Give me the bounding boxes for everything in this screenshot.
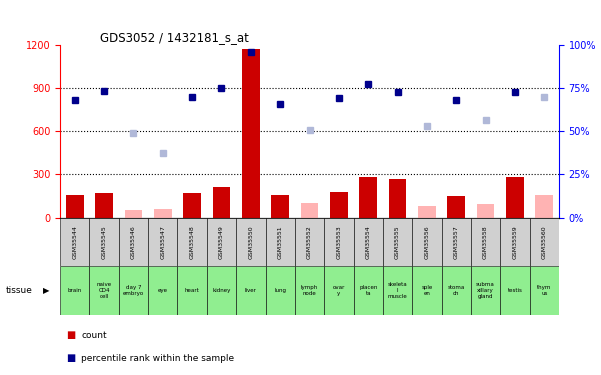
Bar <box>330 192 347 217</box>
Text: GSM35557: GSM35557 <box>454 225 459 259</box>
Bar <box>154 209 172 218</box>
Bar <box>213 188 230 218</box>
Bar <box>300 203 319 217</box>
Text: lymph
node: lymph node <box>301 285 318 296</box>
Bar <box>353 217 383 266</box>
Bar <box>124 210 142 218</box>
Bar <box>324 266 353 315</box>
Bar <box>359 177 377 218</box>
Text: day 7
embryо: day 7 embryо <box>123 285 144 296</box>
Bar <box>389 179 406 218</box>
Bar <box>242 50 260 217</box>
Text: GSM35556: GSM35556 <box>424 225 429 259</box>
Bar <box>119 217 148 266</box>
Bar <box>412 266 442 315</box>
Bar <box>90 266 119 315</box>
Text: GDS3052 / 1432181_s_at: GDS3052 / 1432181_s_at <box>100 31 249 44</box>
Text: subma
xillary
gland: subma xillary gland <box>476 282 495 299</box>
Text: kidney: kidney <box>212 288 231 293</box>
Text: GSM35551: GSM35551 <box>278 225 282 259</box>
Text: GSM35560: GSM35560 <box>542 225 547 259</box>
Bar <box>529 217 559 266</box>
Bar <box>183 193 201 217</box>
Bar <box>60 266 90 315</box>
Bar <box>119 266 148 315</box>
Bar <box>383 217 412 266</box>
Bar <box>500 266 529 315</box>
Bar <box>295 266 324 315</box>
Text: liver: liver <box>245 288 257 293</box>
Text: thym
us: thym us <box>537 285 552 296</box>
Bar <box>148 266 177 315</box>
Bar <box>236 266 266 315</box>
Text: GSM35547: GSM35547 <box>160 225 165 259</box>
Text: GSM35555: GSM35555 <box>395 225 400 259</box>
Text: count: count <box>81 331 107 340</box>
Text: GSM35559: GSM35559 <box>513 225 517 259</box>
Text: GSM35549: GSM35549 <box>219 225 224 259</box>
Bar <box>207 217 236 266</box>
Bar <box>90 217 119 266</box>
Bar <box>471 266 500 315</box>
Bar <box>177 217 207 266</box>
Bar <box>295 217 324 266</box>
Text: testis: testis <box>507 288 522 293</box>
Bar <box>96 193 113 217</box>
Text: stoma
ch: stoma ch <box>448 285 465 296</box>
Bar <box>535 195 553 217</box>
Bar <box>529 266 559 315</box>
Bar <box>236 217 266 266</box>
Text: lung: lung <box>274 288 286 293</box>
Text: GSM35554: GSM35554 <box>365 225 371 259</box>
Bar <box>442 266 471 315</box>
Bar <box>272 195 289 217</box>
Bar <box>418 206 436 218</box>
Bar <box>266 217 295 266</box>
Text: GSM35544: GSM35544 <box>72 225 78 259</box>
Bar <box>324 217 353 266</box>
Bar <box>60 217 90 266</box>
Bar <box>447 196 465 217</box>
Text: ovar
y: ovar y <box>333 285 345 296</box>
Text: sple
en: sple en <box>421 285 433 296</box>
Bar <box>506 177 523 218</box>
Text: tissue: tissue <box>6 286 33 295</box>
Bar <box>471 217 500 266</box>
Bar <box>177 266 207 315</box>
Text: GSM35558: GSM35558 <box>483 225 488 259</box>
Text: heart: heart <box>185 288 200 293</box>
Bar <box>207 266 236 315</box>
Text: naive
CD4
cell: naive CD4 cell <box>97 282 112 299</box>
Bar <box>266 266 295 315</box>
Bar <box>442 217 471 266</box>
Text: eye: eye <box>158 288 168 293</box>
Text: brain: brain <box>68 288 82 293</box>
Bar <box>353 266 383 315</box>
Text: GSM35553: GSM35553 <box>337 225 341 259</box>
Text: GSM35552: GSM35552 <box>307 225 312 259</box>
Text: GSM35550: GSM35550 <box>248 225 254 259</box>
Text: skeleta
l
muscle: skeleta l muscle <box>388 282 407 299</box>
Bar <box>500 217 529 266</box>
Bar <box>66 195 84 217</box>
Text: placen
ta: placen ta <box>359 285 377 296</box>
Bar <box>383 266 412 315</box>
Bar <box>477 204 495 218</box>
Bar <box>412 217 442 266</box>
Bar <box>148 217 177 266</box>
Text: GSM35546: GSM35546 <box>131 225 136 259</box>
Text: ■: ■ <box>66 330 75 340</box>
Text: percentile rank within the sample: percentile rank within the sample <box>81 354 234 363</box>
Text: GSM35548: GSM35548 <box>190 225 195 259</box>
Text: ▶: ▶ <box>43 286 50 295</box>
Text: GSM35545: GSM35545 <box>102 225 106 259</box>
Text: ■: ■ <box>66 354 75 363</box>
